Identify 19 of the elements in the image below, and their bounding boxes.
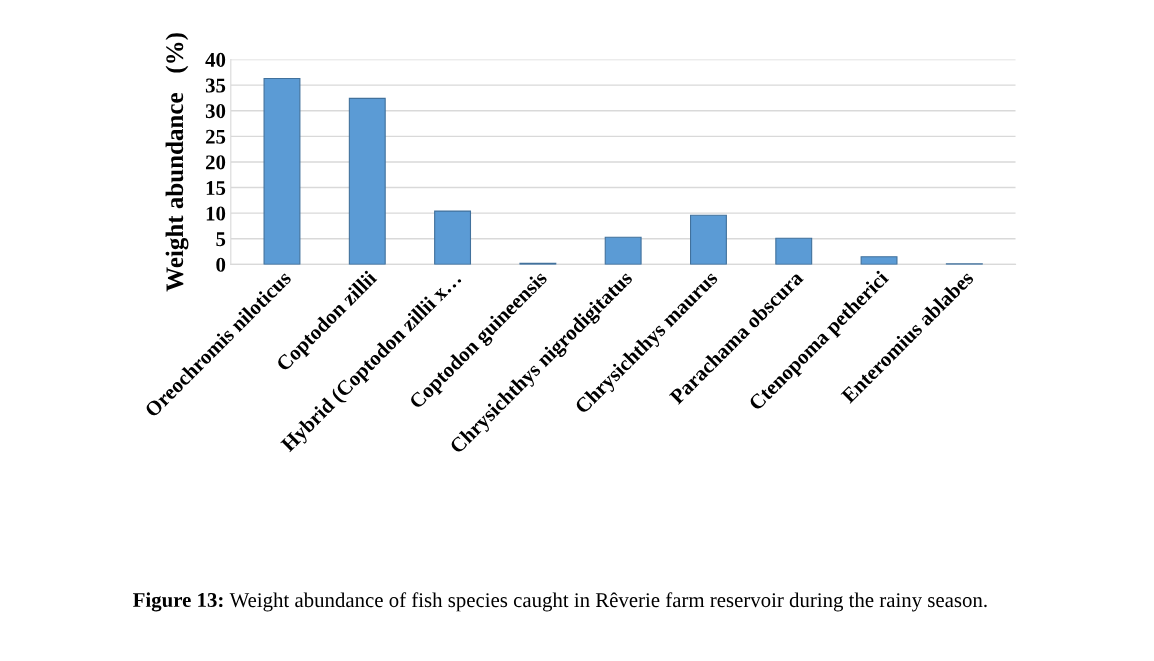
y-tick-label: 30: [205, 104, 226, 119]
y-tick-label: 5: [216, 232, 226, 247]
y-axis-title: Weight abundance (%): [165, 33, 189, 292]
y-tick-label: 40: [205, 52, 226, 67]
bar: [263, 77, 301, 265]
y-tick-label: 35: [205, 78, 226, 93]
text: Weight abundance of fish species caught in Rêverie farm reservoir during the rainy season.: [229, 592, 987, 612]
bar: [348, 97, 386, 265]
y-tick-label: 25: [205, 129, 226, 144]
y-tick-label: 20: [205, 155, 226, 170]
y-tick-label: 0: [216, 257, 226, 272]
caption: Figure 13:: [133, 592, 223, 612]
bar: [860, 256, 898, 265]
bar: [434, 210, 472, 265]
y-tick-label: 15: [206, 181, 226, 195]
bar: [604, 236, 642, 265]
bar: [689, 214, 727, 265]
y-tick-label: 10: [206, 206, 226, 221]
bar: [775, 237, 813, 265]
